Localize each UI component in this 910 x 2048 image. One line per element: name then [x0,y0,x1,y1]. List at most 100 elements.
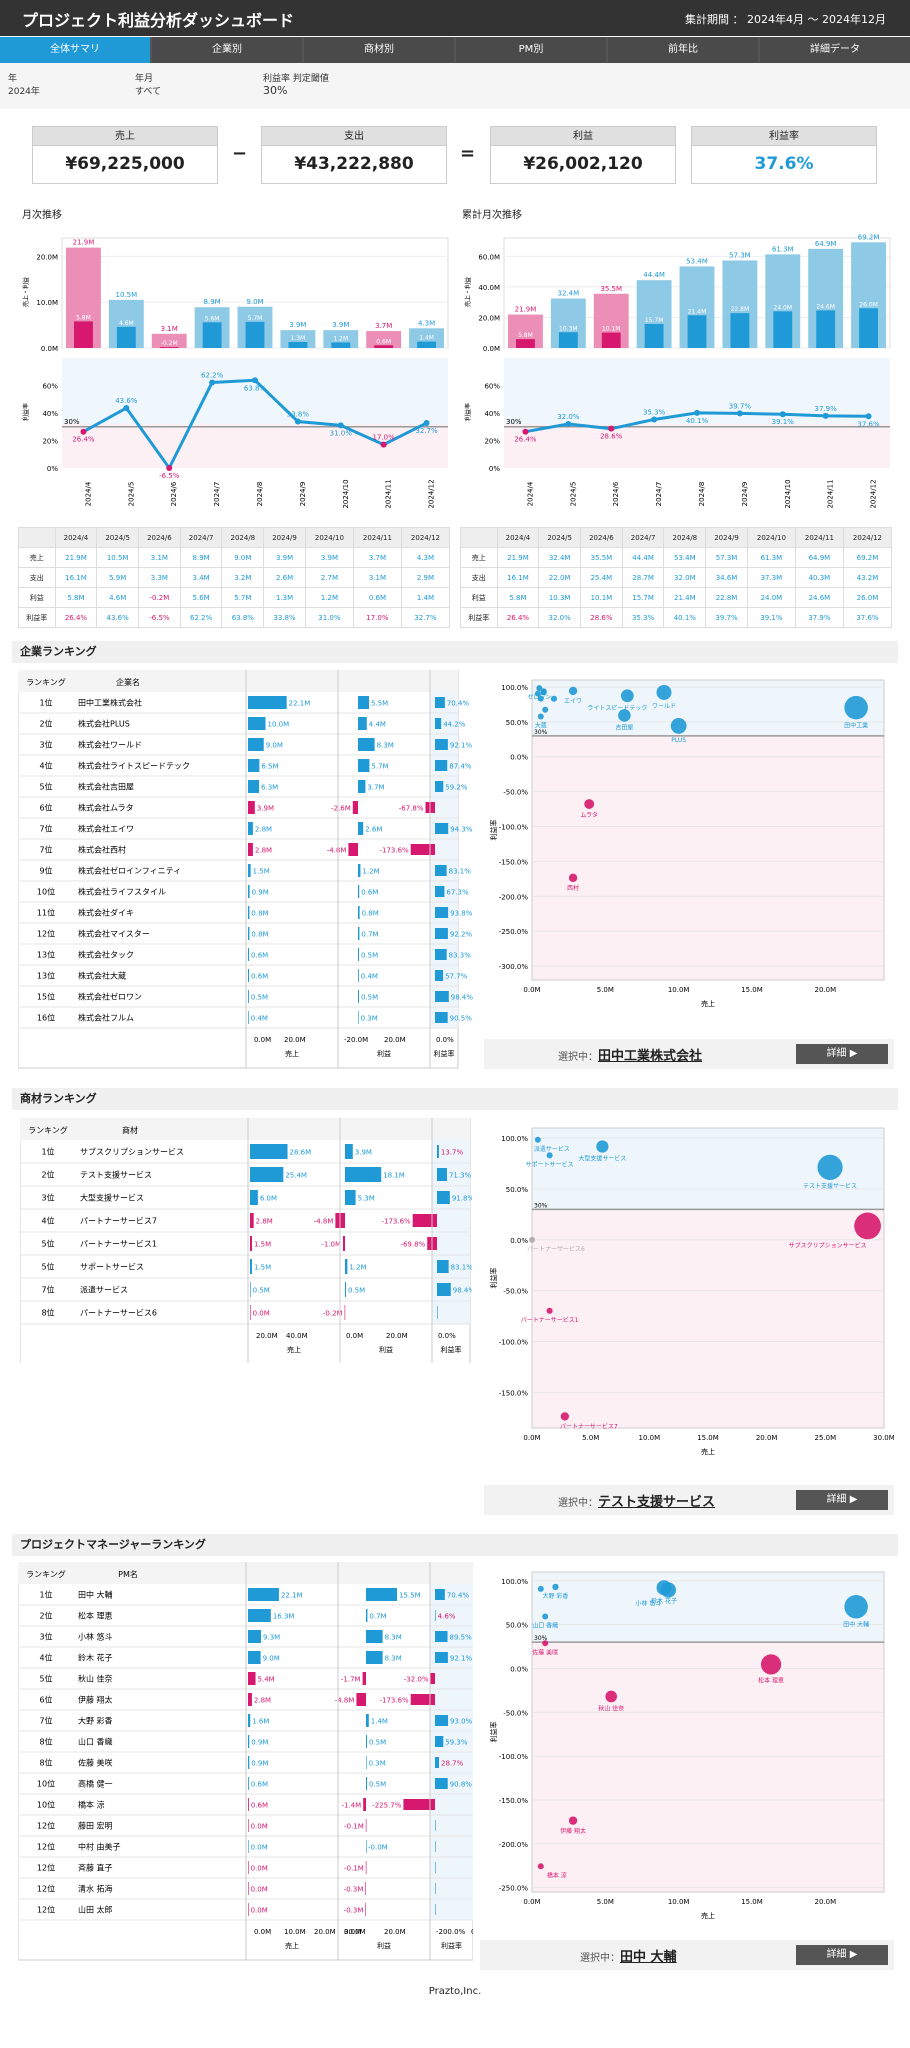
sales-bar [248,948,250,961]
threshold-input[interactable]: 30% [263,84,288,97]
row-label: 利益率 [460,607,498,628]
margin-value: 90.5% [450,1015,473,1023]
tab-company[interactable]: 企業別 [152,37,302,63]
name-cell: 株式会社ゼロワン [78,992,142,1002]
cum-xtick: 2024/10 [784,479,792,508]
sales-bar [248,1819,249,1832]
rank-cell: 10位 [37,887,55,897]
rank-cell: 12位 [37,1884,55,1894]
sales-bar [248,843,253,856]
monthly-sales-bar [366,331,402,348]
monthly-profit-bar [288,342,308,348]
scatter-ytick: -150.0% [499,1389,529,1397]
cum-sales-label: 21.9M [515,306,537,314]
scatter-xtick: 10.0M [668,986,690,994]
rank-cell: 1位 [41,1147,54,1157]
table-cell: 9.0M [221,547,265,568]
table-row: 売上 21.9M 32.4M 35.5M 44.4M 53.4M 57.3M 61.3M 64.… [460,547,893,568]
company-ranking-title: 企業ランキング [12,641,898,663]
margin-value: 59.2% [445,784,468,792]
margin-value: 98.4% [453,1287,472,1295]
scatter-point-label: PLUS [671,737,686,744]
scatter-point-label: 吉田屋 [615,725,633,732]
profit-bar [366,1630,383,1643]
profit-value: 0.5M [361,994,378,1002]
profit-bar [366,1588,397,1601]
axis-sales-tick: 20.0M [314,1928,336,1936]
tab-yoy[interactable]: 前年比 [608,37,758,63]
monthly-y2tick: 0% [47,465,58,473]
scatter-point [656,1580,672,1596]
table-header: 2024/4 2024/5 2024/6 2024/7 2024/8 2024/9 2024… [460,527,893,548]
kpi-margin: 利益率 37.6% [691,126,877,184]
tab-pm[interactable]: PM別 [456,37,606,63]
profit-value: 3.9M [355,1149,372,1157]
tab-detail[interactable]: 詳細データ [760,37,910,63]
company-detail-button[interactable]: 詳細 ▶ [796,1044,888,1064]
pm-selected-value[interactable]: 田中 大輔 [620,1950,677,1965]
sales-value: 0.0M [251,1886,268,1894]
cum-margin-point [522,428,529,435]
monthly-profit-label: 5.7M [248,315,263,322]
profit-value: 0.5M [361,952,378,960]
name-cell: 松本 理恵 [78,1611,113,1621]
monthly-margin-point [166,465,173,471]
margin-bar [437,1145,439,1158]
margin-bar [435,760,448,771]
margin-bar [435,1589,445,1600]
monthly-margin-label: 32.7% [415,427,438,435]
sales-value: 0.0M [253,1310,270,1318]
header-cell: 2024/11 [352,527,402,548]
monthly-margin-label: 31.0% [330,429,353,437]
header-cell: 2024/5 [538,527,582,548]
product-selected-value[interactable]: テスト支援サービス [598,1495,716,1510]
table-cell: 43.2M [842,567,893,588]
cum-profit-label: 15.7M [645,317,664,324]
company-selected-value[interactable]: 田中工業株式会社 [598,1049,703,1064]
cum-profit-bar [773,311,793,348]
cum-profit-label: 22.8M [731,306,750,313]
cum-ytick: 20.0M [478,314,500,322]
monthly-xtick: 2024/9 [299,482,307,507]
cum-xtick: 2024/11 [827,479,835,508]
scatter-ytick: -150.0% [499,1797,529,1805]
tab-product[interactable]: 商材別 [304,37,454,63]
pm-detail-button[interactable]: 詳細 ▶ [796,1945,888,1965]
profit-bar [358,1011,359,1024]
table-cell: 39.7% [705,607,748,628]
sales-value: 2.8M [256,1218,273,1226]
margin-value: 71.3% [449,1172,472,1180]
margin-bar [435,1631,448,1642]
table-cell: 39.1% [746,607,796,628]
period-label: 集計期間 ： 2024年4月 〜 2024年12月 [685,13,886,26]
profit-value: 5.3M [358,1195,375,1203]
margin-value: -173.6% [381,1218,411,1226]
profit-value: 0.8M [362,910,379,918]
sales-value: 0.5M [253,1287,270,1295]
axis-title: 利益 [377,1049,391,1058]
tab-summary[interactable]: 全体サマリ [0,37,150,63]
monthly-sales-label: 3.7M [375,322,392,330]
product-detail-button[interactable]: 詳細 ▶ [796,1490,888,1510]
profit-bar [358,717,367,730]
sales-value: 1.5M [253,868,270,876]
table-cell: 35.5M [580,547,623,568]
profit-value: -0.1M [344,1823,364,1831]
header-cell: 2024/9 [705,527,748,548]
margin-bar [435,1904,436,1915]
rank-cell: 12位 [37,1821,55,1831]
profit-bar [343,1236,345,1251]
month-filter[interactable]: すべて [135,87,162,97]
scatter-point [568,873,578,883]
scatter-top-area [532,1572,884,1643]
axis-title: 売上 [287,1345,301,1354]
profit-bar [356,1693,366,1706]
sales-bar [248,759,260,772]
year-filter[interactable]: 2024年 [8,87,40,97]
profit-value: 2.6M [365,826,382,834]
cum-margin-point [822,412,829,419]
margin-bar [435,886,445,897]
table-cell: 3.1M [352,567,402,588]
cum-xtick: 2024/4 [526,481,534,506]
margin-value: -69.8% [400,1241,425,1249]
